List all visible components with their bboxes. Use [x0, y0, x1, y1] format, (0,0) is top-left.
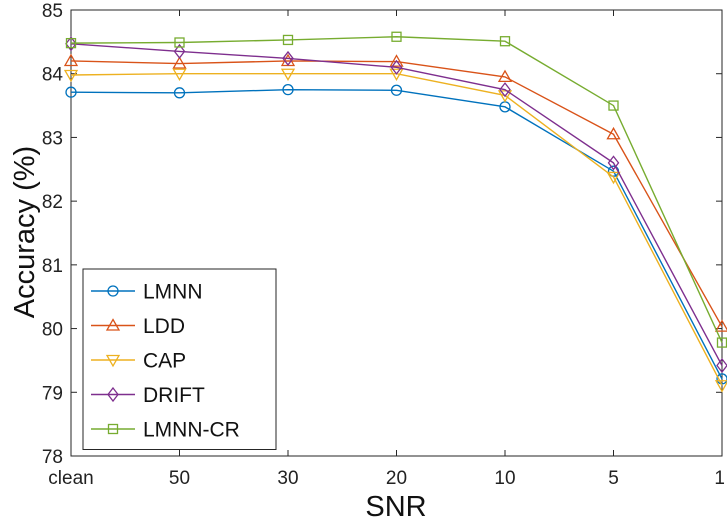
x-tick-label: clean [48, 468, 93, 489]
y-tick-label: 84 [42, 65, 64, 86]
data-point [282, 50, 294, 66]
data-point [497, 69, 513, 83]
data-point [172, 68, 187, 82]
legend-label: CAP [143, 350, 186, 373]
y-axis-ticks: 78 79 80 81 82 83 84 85 [42, 1, 722, 468]
data-point [389, 54, 404, 67]
legend-marker [107, 285, 119, 297]
data-point [172, 56, 187, 69]
y-axis-title: Accuracy (%) [9, 146, 41, 318]
y-tick-label: 82 [42, 192, 63, 213]
data-point [173, 43, 186, 59]
data-point [499, 82, 511, 98]
legend-marker [107, 386, 119, 403]
data-point [606, 126, 621, 140]
data-point [608, 100, 619, 111]
x-axis-title: SNR [365, 491, 426, 522]
y-tick-label: 85 [42, 1, 63, 22]
data-point [63, 69, 79, 83]
y-tick-label: 78 [42, 447, 63, 468]
data-point [280, 68, 296, 82]
data-point [390, 84, 403, 96]
series-layer [63, 31, 727, 393]
legend-label: LDD [143, 315, 185, 338]
series-line [70, 88, 723, 380]
data-point [65, 37, 77, 49]
data-point [389, 68, 404, 82]
data-point [65, 36, 77, 52]
legend-marker [107, 423, 119, 435]
x-axis-ticks: clean 50 30 20 10 5 1 [48, 10, 725, 489]
data-point [65, 86, 77, 98]
data-point [497, 90, 513, 103]
legend-label: DRIFT [143, 384, 205, 407]
x-tick-label: 1 [714, 468, 725, 489]
legend-label: LMNN [143, 281, 203, 304]
x-tick-label: 20 [386, 468, 407, 489]
legend-box [82, 268, 277, 450]
legend: LMNN LDD CAP DRIFT LMNN-CR [82, 268, 277, 450]
data-point [499, 36, 511, 47]
x-tick-label: 10 [494, 468, 515, 489]
x-tick-label: 30 [277, 468, 298, 489]
y-tick-label: 80 [42, 320, 63, 341]
series-drift [65, 36, 727, 374]
data-point [714, 380, 727, 393]
data-point [282, 83, 294, 96]
data-point [714, 319, 727, 332]
legend-marker [105, 318, 121, 331]
legend-label: LMNN-CR [143, 419, 240, 442]
data-point [390, 59, 403, 75]
legend-item: DRIFT [91, 384, 205, 407]
legend-item: CAP [91, 350, 186, 373]
y-tick-label: 79 [42, 383, 63, 404]
legend-marker [105, 354, 121, 368]
legend-item: LMNN [91, 281, 203, 304]
series-line [70, 43, 723, 366]
x-tick-label: 5 [608, 468, 619, 489]
series-lmnn [65, 83, 727, 385]
legend-item: LDD [91, 315, 185, 338]
series-line [70, 36, 723, 343]
data-point [716, 357, 727, 374]
data-point [606, 171, 621, 185]
data-point [607, 155, 620, 171]
series-lmnn-cr [65, 31, 727, 348]
data-point [63, 53, 79, 67]
y-tick-label: 81 [42, 256, 63, 277]
data-point [174, 37, 185, 48]
data-point [173, 87, 186, 99]
legend-item: LMNN-CR [91, 419, 240, 442]
data-point [282, 34, 294, 46]
y-tick-label: 83 [42, 128, 63, 149]
data-point [391, 31, 402, 42]
x-tick-label: 50 [169, 468, 190, 489]
